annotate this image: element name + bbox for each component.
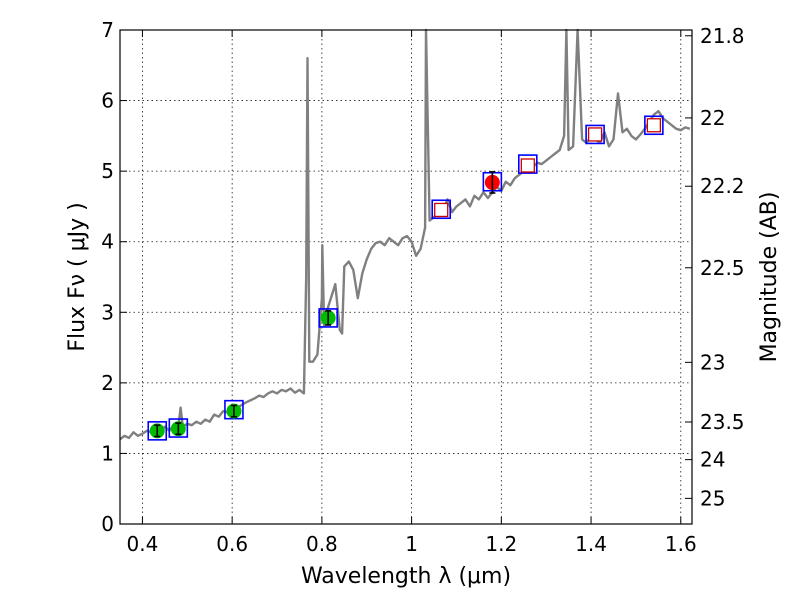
x-tick-label: 1.2 — [485, 532, 517, 556]
upper-limit-marker — [434, 202, 449, 218]
x-tick-label: 0.6 — [216, 532, 248, 556]
x-tick-label: 1.6 — [665, 532, 697, 556]
mag-tick-label: 21.8 — [700, 24, 745, 48]
model-photometry-box — [585, 124, 605, 145]
x-axis-label: Wavelength λ (μm) — [301, 564, 511, 589]
y-tick-label: 2 — [101, 371, 114, 395]
plot-frame — [119, 29, 693, 525]
model-photometry-box — [644, 115, 664, 136]
mag-tick-label: 22.2 — [700, 174, 745, 198]
x-tick-label: 0.4 — [127, 532, 159, 556]
model-photometry-box — [168, 418, 189, 438]
upper-limit-marker — [587, 127, 603, 142]
model-photometry-box — [318, 308, 338, 328]
model-photometry-box — [518, 154, 538, 174]
upper-limit-marker — [646, 118, 662, 133]
y-tick-label: 1 — [101, 441, 114, 465]
mag-tick-label: 23 — [700, 350, 725, 374]
y-axis-label: Flux Fν ( μJy ) — [65, 202, 90, 351]
points-layer — [147, 115, 664, 441]
upper-limit-marker — [520, 158, 535, 173]
mag-tick-label: 22.5 — [700, 256, 745, 280]
y-tick-label: 4 — [101, 230, 114, 254]
mag-tick-label: 23.5 — [700, 410, 745, 434]
y-tick-label: 0 — [101, 512, 114, 536]
right-y-axis-label: Magnitude (AB) — [757, 192, 782, 363]
y-tick-label: 7 — [101, 18, 114, 42]
model-photometry-box — [431, 199, 452, 220]
y-tick-label: 6 — [101, 89, 114, 113]
model-photometry-box — [147, 421, 168, 441]
model-photometry-box — [224, 399, 244, 420]
x-tick-label: 1.4 — [575, 532, 607, 556]
y-tick-label: 3 — [101, 300, 114, 324]
grid — [120, 30, 692, 524]
mag-tick-label: 25 — [700, 486, 725, 510]
mag-tick-label: 24 — [700, 448, 725, 472]
x-tick-label: 0.8 — [306, 532, 338, 556]
x-tick-label: 1 — [405, 532, 418, 556]
y-tick-label: 5 — [101, 159, 114, 183]
mag-tick-label: 22 — [700, 106, 725, 130]
